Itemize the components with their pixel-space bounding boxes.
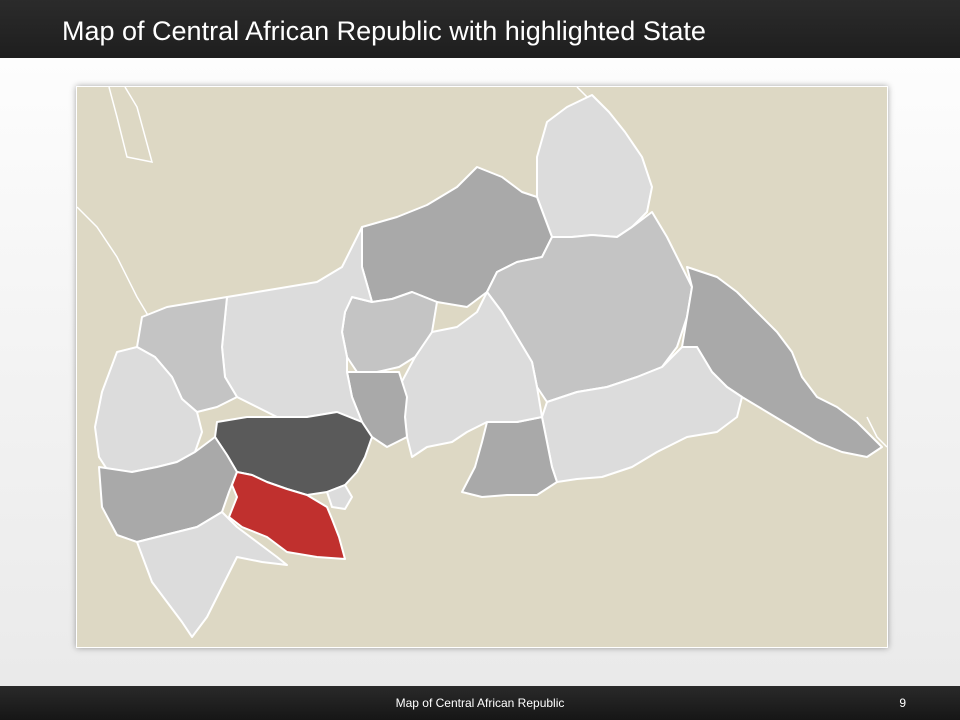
- country-map: [77, 87, 887, 647]
- region-lobaye-highlighted: [228, 471, 346, 560]
- footer-bar: Map of Central African Republic 9: [0, 686, 960, 720]
- region-mambere-kadei: [98, 436, 238, 543]
- region-ouham: [221, 226, 373, 423]
- page-number: 9: [899, 696, 906, 710]
- neighbor-border: [866, 416, 887, 448]
- footer-title: Map of Central African Republic: [395, 696, 565, 710]
- region-sangha-mbaere: [136, 511, 288, 638]
- slide-title: Map of Central African Republic with hig…: [62, 16, 706, 46]
- region-bangui: [326, 484, 353, 510]
- neighbor-border: [77, 206, 150, 318]
- title-bar: Map of Central African Republic with hig…: [0, 0, 960, 58]
- map-frame: [76, 86, 888, 648]
- neighbor-border: [108, 87, 154, 163]
